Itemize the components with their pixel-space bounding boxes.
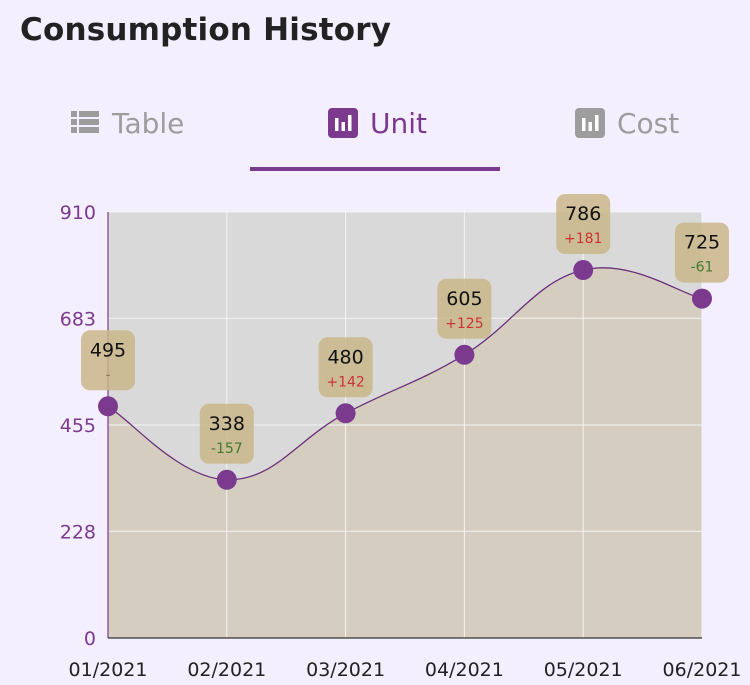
value-label-box	[675, 222, 729, 283]
change-label: -	[105, 367, 110, 383]
data-label: 725	[684, 232, 720, 254]
value-label-box	[556, 194, 611, 255]
data-point	[573, 260, 594, 281]
series-line	[107, 267, 703, 481]
value-label-box	[318, 337, 373, 398]
page-title: Consumption History	[20, 12, 392, 48]
data-label: 480	[327, 346, 363, 368]
tab-cost[interactable]: Cost	[575, 95, 679, 151]
tab-unit[interactable]: Unit	[328, 95, 427, 151]
change-label: -157	[211, 441, 243, 457]
tab-table-label: Table	[112, 106, 185, 140]
data-point	[692, 288, 712, 309]
y-tick-label: 0	[84, 628, 96, 650]
x-tick-label: 03/2021	[306, 659, 385, 681]
active-tab-indicator	[250, 167, 500, 171]
view-tabs: Table Unit Cost	[0, 95, 750, 173]
area-fill	[108, 267, 702, 638]
y-tick-label: 910	[60, 202, 96, 224]
change-label: -61	[691, 260, 714, 276]
tab-unit-label: Unit	[370, 106, 427, 140]
x-tick-label: 05/2021	[544, 659, 623, 681]
y-tick-label: 228	[60, 521, 96, 543]
x-tick-label: 04/2021	[425, 659, 504, 681]
x-tick-label: 06/2021	[663, 659, 742, 681]
x-tick-label: 01/2021	[69, 659, 148, 681]
data-point	[98, 396, 118, 417]
change-label: +142	[326, 374, 364, 390]
tab-table[interactable]: Table	[70, 95, 184, 151]
data-label: 338	[209, 413, 245, 435]
y-tick-label: 683	[60, 308, 96, 330]
change-label: +181	[564, 231, 602, 247]
x-tick-label: 02/2021	[187, 659, 266, 681]
table-list-icon	[71, 111, 99, 133]
value-label-box	[81, 330, 135, 391]
data-label: 495	[90, 339, 126, 361]
data-label: 786	[565, 203, 601, 225]
y-tick-label: 455	[60, 415, 96, 437]
data-point	[216, 469, 237, 490]
data-label: 605	[446, 288, 482, 310]
data-point	[454, 344, 475, 365]
value-label-box	[437, 278, 492, 339]
data-point	[335, 403, 356, 424]
bar-chart-icon	[575, 108, 605, 138]
value-label-box	[199, 403, 254, 464]
change-label: +125	[445, 316, 483, 332]
bar-chart-icon	[328, 108, 358, 138]
tab-cost-label: Cost	[617, 106, 680, 140]
